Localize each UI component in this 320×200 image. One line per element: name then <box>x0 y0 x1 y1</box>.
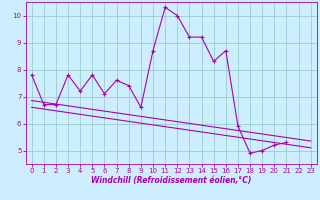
X-axis label: Windchill (Refroidissement éolien,°C): Windchill (Refroidissement éolien,°C) <box>91 176 252 185</box>
